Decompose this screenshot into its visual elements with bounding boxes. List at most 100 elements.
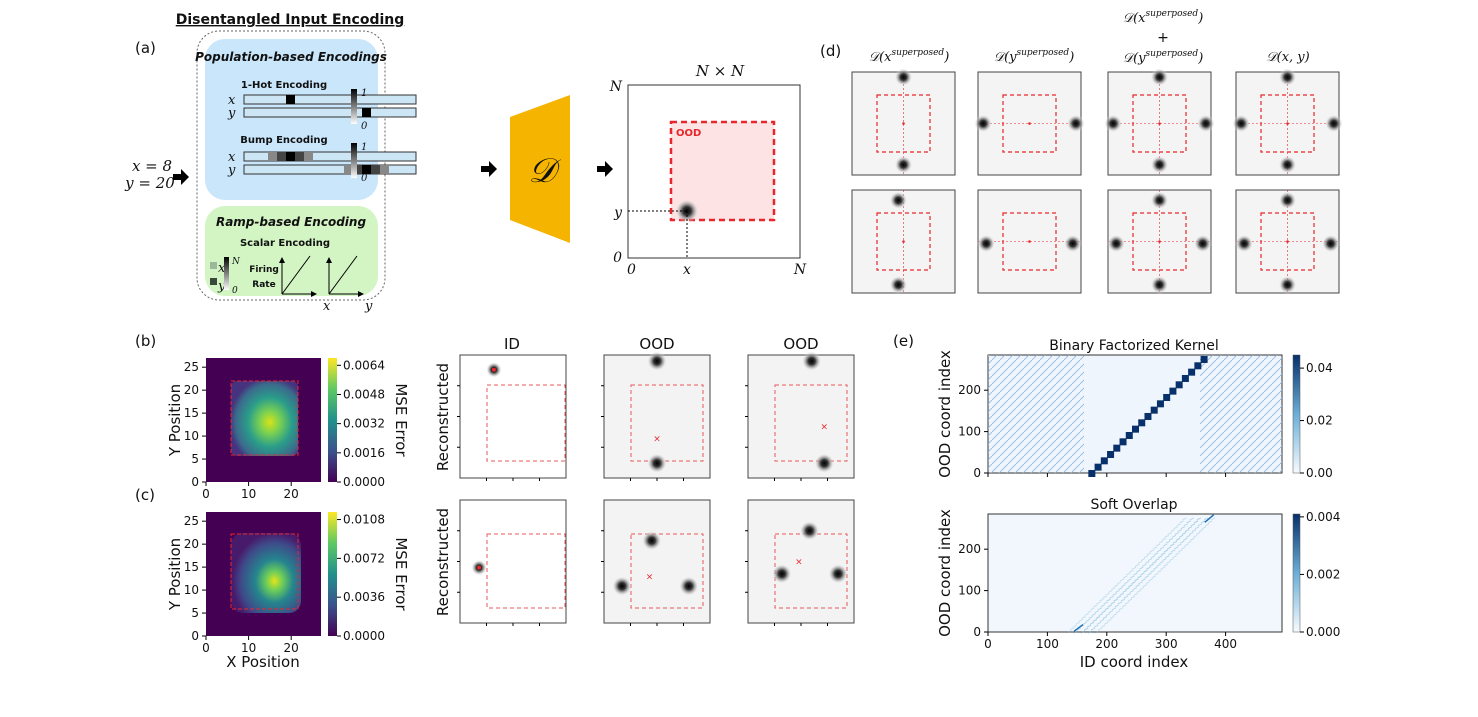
image-frame [603,499,711,624]
overlap-mark [1124,581,1129,585]
overlap-mark [1103,601,1108,605]
overlap-mark [1103,621,1109,625]
target-marker: × [653,435,661,445]
heatmap-e-top-ylabel: OOD coord index [936,350,954,478]
kernel-cell [1138,419,1146,427]
x-tick-label: 200 [1095,637,1118,651]
overlap-mark [1069,627,1074,631]
column-header-xy: 𝒟(x, y) [1266,50,1309,65]
scalar-title: Scalar Encoding [240,238,330,249]
panel-e-label: (e) [893,332,914,350]
activation-blob [1232,114,1251,133]
activation-blob [1150,155,1169,174]
overlap-mark [1189,517,1194,521]
activation-blob [828,563,849,584]
overlap-mark [1144,560,1150,564]
overlap-mark [1194,526,1200,530]
activation-blob [1066,114,1085,133]
column-header-y-superposed: 𝒟(ysuperposed) [994,48,1075,65]
ramp-plot-x [279,255,317,297]
target-marker: × [795,558,803,568]
activation-blob [1193,234,1212,253]
overlap-mark [1149,549,1155,553]
onehot-scale-max: 1 [361,88,367,99]
column-header-sum-line2: 𝒟(ysuperposed) [1123,49,1204,66]
activation-blob [1321,234,1340,253]
overlap-mark [1093,624,1099,628]
arrow-icon [597,161,613,177]
colorbar-b-label: MSE Error [392,383,410,457]
kernel-cell [1144,412,1152,420]
firing-rate-label-2: Rate [252,280,275,290]
overlap-mark [1099,598,1104,602]
overlap-mark [1181,532,1187,535]
onehot-y-bar [243,107,417,118]
overlap-mark [1171,534,1177,538]
overlap-mark [1175,552,1180,556]
overlap-mark [1184,529,1190,533]
scalar-x-label: x [218,261,226,276]
overlap-mark [1145,581,1150,585]
overlap-mark [1098,627,1103,631]
bump-y-bar [243,164,417,175]
kernel-cell [1100,457,1108,465]
overlap-mark [1210,517,1216,521]
overlap-mark [1121,604,1127,608]
overlap-mark [1203,517,1209,521]
bump-x-label: x [228,150,236,165]
colorbar-e-bottom [1292,513,1301,633]
ood-box [486,533,566,609]
heatmap-e-bottom-title: Soft Overlap [1090,497,1177,513]
overlap-mark [1160,552,1166,556]
overlap-mark [1185,534,1191,538]
activation-blob [1150,275,1169,294]
heatmap-e-top-title: Binary Factorized Kernel [1049,338,1218,354]
kernel-cell [1175,381,1183,389]
overlap-mark [1118,587,1123,590]
panel-a: (a) Disentangled Input Encoding Populati… [124,12,807,314]
overlap-mark [1136,589,1142,593]
overlap-mark [1112,613,1118,617]
overlap-mark [1172,555,1177,559]
superposition-image [851,189,956,294]
target-point [902,122,905,125]
overlap-mark [1152,560,1157,564]
overlap-mark [1116,595,1121,599]
column-header-x-superposed: 𝒟(xsuperposed) [869,48,950,65]
colorbar-tick-label: 0.0016 [343,446,385,460]
overlap-mark [1196,517,1202,521]
input-x-value: x = 8 [132,157,172,175]
overlap-mark [1073,623,1084,632]
x-tick-label: 400 [1214,637,1237,651]
column-title-id: ID [504,335,520,353]
colorbar-tick-label: 0.004 [1306,510,1340,524]
overlap-mark [1115,589,1120,593]
colorbar-tick-label: 0.04 [1306,361,1333,375]
overlap-mark [1147,558,1153,561]
ood-box [774,384,848,462]
scalar-scale [224,257,229,290]
panel-b-label: (b) [135,332,156,350]
x-tick-label: 10 [241,641,256,655]
overlap-mark [1127,598,1133,602]
colorbar-tick-label: 0.0000 [343,629,385,643]
colorbar-tick-label: 0.0000 [343,475,385,489]
overlap-mark [1207,520,1213,524]
y-tick-label: 10 [184,583,199,597]
overlap-mark [1083,627,1089,631]
ramp-x-axis-label: x [323,299,331,314]
target-point [491,367,496,372]
onehot-x-active [286,95,295,104]
overlap-mark [1120,578,1125,582]
onehot-scale [351,89,357,124]
activation-blob [1150,191,1169,210]
colorbar-tick-label: 0.0072 [343,551,385,565]
overlap-mark [1133,592,1139,596]
overlap-mark [1130,575,1135,579]
activation-blob [1107,234,1126,253]
reconstruction-image: × [601,351,711,481]
heatmap-e-bottom-ylabel: OOD coord index [936,509,954,637]
overlap-mark [1142,584,1148,588]
overlap-mark [1164,534,1169,538]
encoding-dashed-box [196,30,386,301]
